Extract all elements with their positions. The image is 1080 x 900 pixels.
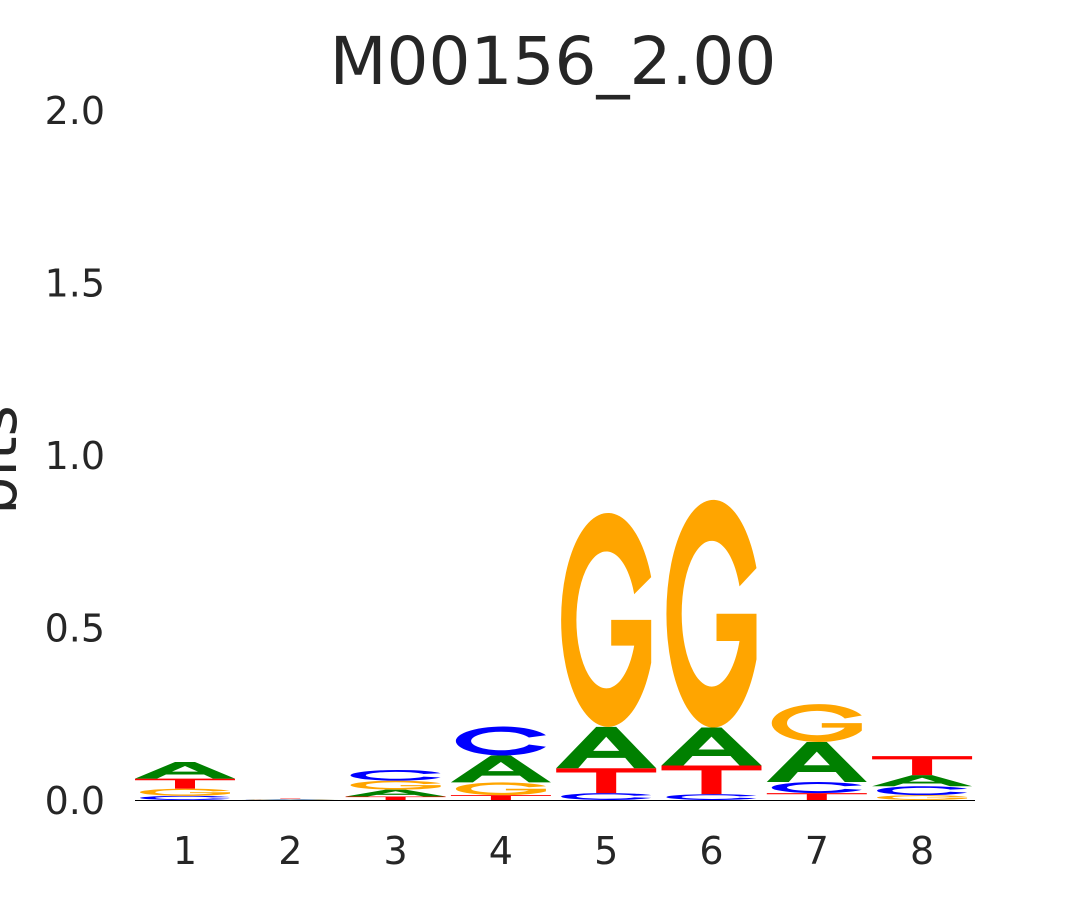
logo-letter-A [556, 726, 657, 769]
logo-letter-T [661, 765, 762, 795]
logo-letter-C [666, 794, 757, 800]
y-axis-label: bits [0, 405, 31, 515]
x-tick-label: 2 [278, 829, 302, 873]
logo-letter-T [450, 795, 551, 800]
chart-title: M00156_2.00 [330, 23, 777, 100]
logo-letter-G [561, 512, 652, 727]
logo-letter-A [766, 742, 867, 783]
logo-letter-G [877, 795, 968, 800]
x-tick-label: 6 [699, 829, 723, 873]
logo-letter-T [135, 778, 235, 789]
x-tick-label: 3 [384, 829, 408, 873]
logo-letter-T [766, 793, 867, 800]
logo-letter-T [872, 756, 973, 776]
logo-letter-A [135, 762, 235, 779]
logo-letter-C [877, 786, 968, 796]
logo-letter-A [661, 727, 762, 766]
y-tick-label: 1.5 [45, 262, 105, 306]
logo-letter-G [350, 780, 441, 790]
x-tick-label: 4 [489, 829, 513, 873]
logo-letter-C [139, 795, 230, 800]
x-tick-label: 5 [594, 829, 618, 873]
y-tick-label: 2.0 [45, 89, 105, 133]
logo-letter-G [771, 704, 862, 743]
x-tick-label: 8 [910, 829, 934, 873]
logo-letter-C [455, 726, 546, 756]
y-tick-label: 0.0 [45, 779, 105, 823]
y-tick-label: 0.5 [45, 607, 105, 651]
logo-letter-C [771, 782, 862, 794]
logo-letter-G [139, 788, 230, 796]
logo-letter-G [455, 782, 546, 796]
logo-letter-A [450, 755, 551, 783]
logo-letter-C [561, 793, 652, 800]
logo-letter-C [350, 769, 441, 781]
logo-letter-T [556, 768, 657, 794]
y-tick-label: 1.0 [45, 434, 105, 478]
logo-letter-G [666, 499, 757, 728]
logo-letter-A [345, 789, 446, 797]
x-tick-label: 7 [805, 829, 829, 873]
logo-letter-T [345, 796, 446, 800]
logo-letter-A [872, 775, 973, 787]
x-tick-label: 1 [173, 829, 197, 873]
